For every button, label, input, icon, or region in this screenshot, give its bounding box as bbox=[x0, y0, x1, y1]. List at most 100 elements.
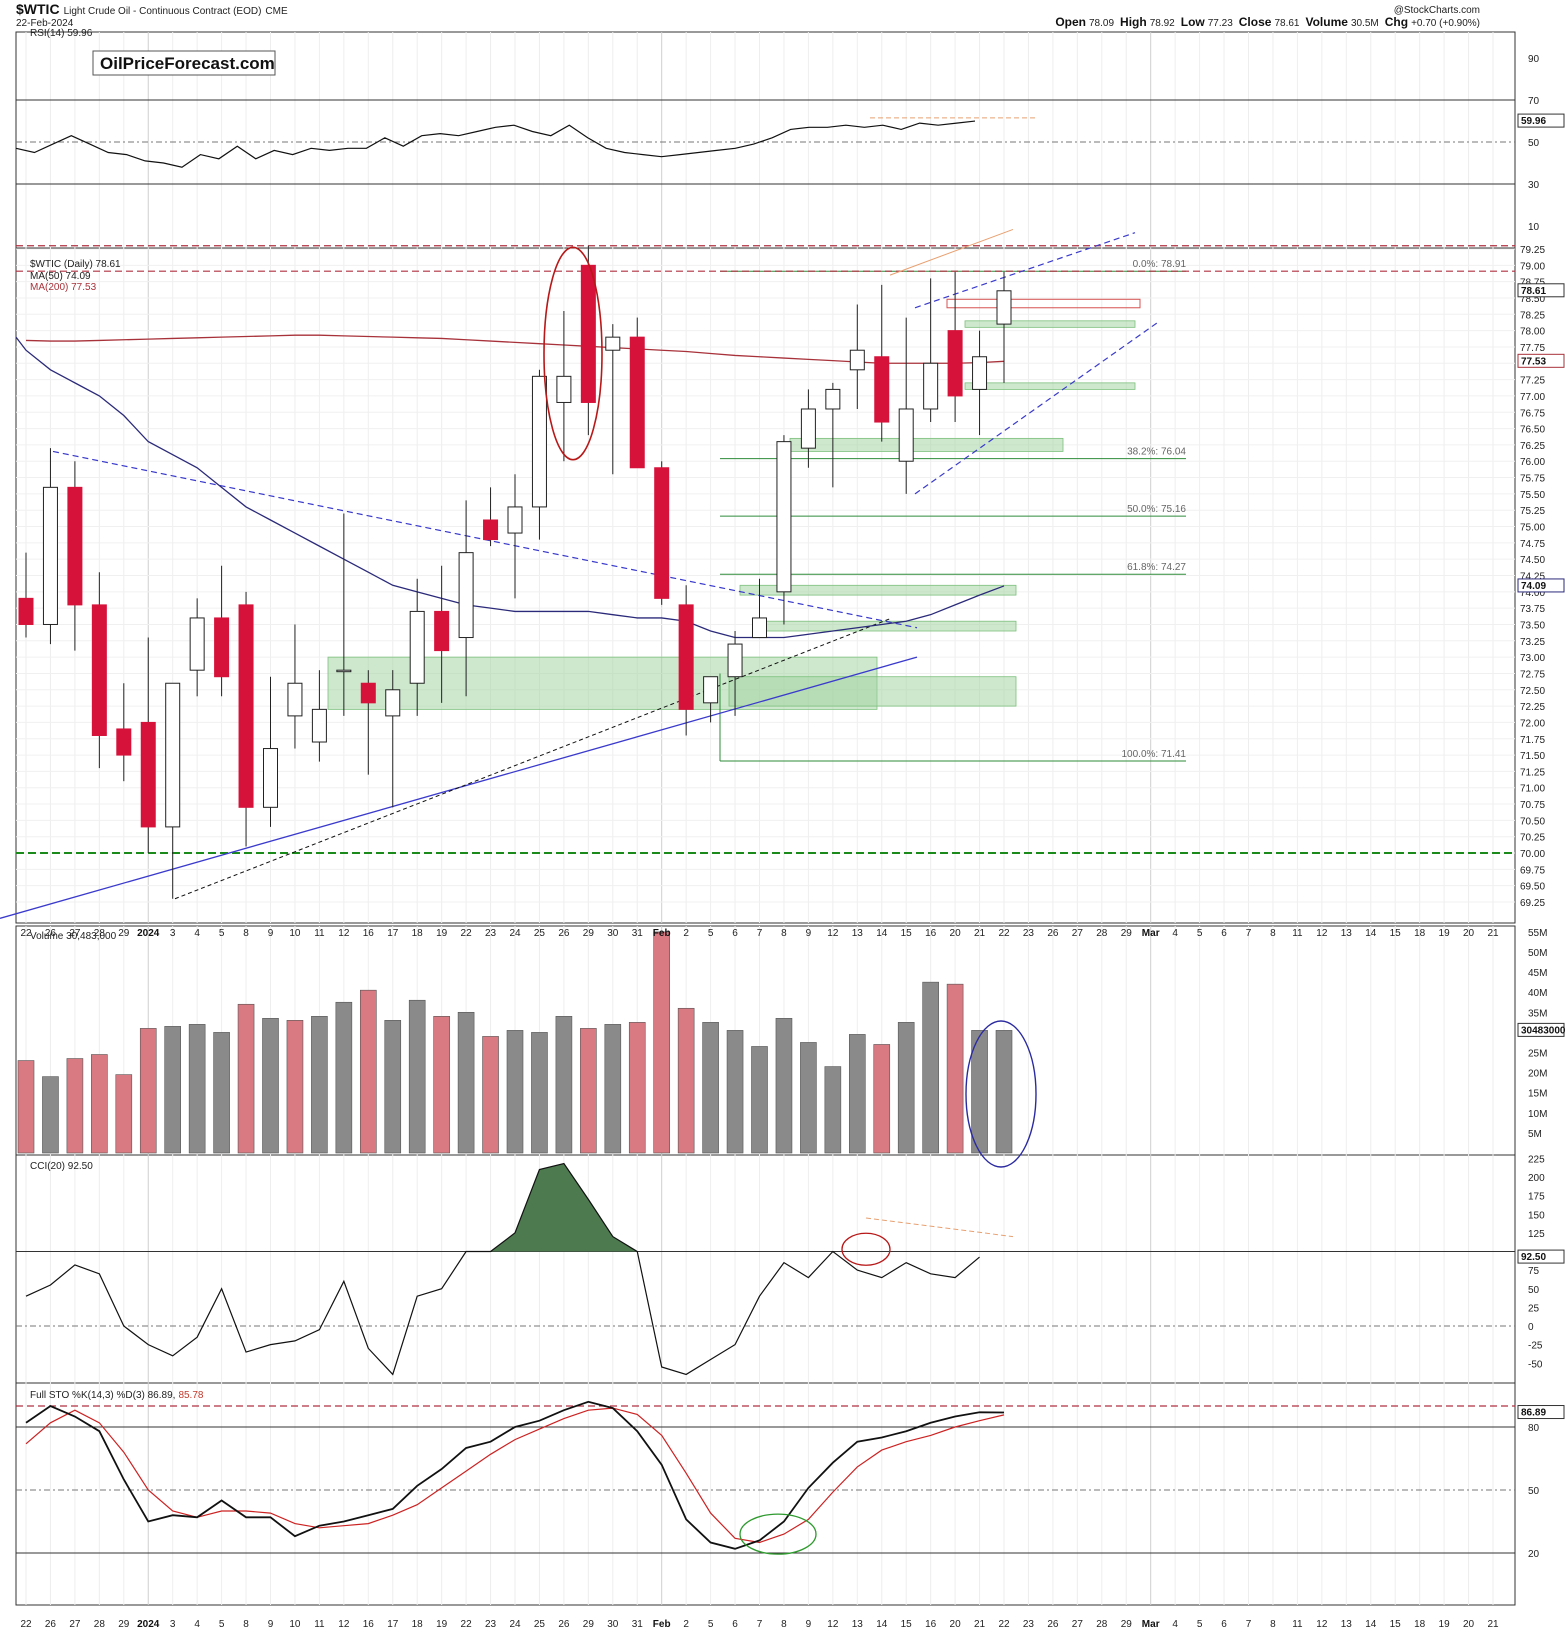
price-tick: 78.25 bbox=[1520, 310, 1545, 321]
price-tick: 69.25 bbox=[1520, 898, 1545, 909]
x-tick-label: 25 bbox=[534, 928, 546, 939]
x-tick-label: 13 bbox=[1341, 1619, 1353, 1630]
support-zone bbox=[728, 676, 1017, 707]
x-tick-label: 9 bbox=[806, 1619, 812, 1630]
fibonacci-levels: 0.0%: 78.91 38.2%: 76.04 50.0%: 75.16 61.8%… bbox=[16, 245, 1515, 855]
x-tick-label: 7 bbox=[1246, 928, 1252, 939]
x-tick-label: 19 bbox=[1439, 1619, 1451, 1630]
panel-frame-sto bbox=[15, 1382, 1516, 1606]
candle-body bbox=[409, 610, 425, 684]
rsi-tick: 90 bbox=[1528, 54, 1540, 65]
volume-tag: 30483000 bbox=[1521, 1025, 1565, 1036]
vol-tick: 25M bbox=[1528, 1049, 1547, 1060]
x-tick-label: 21 bbox=[974, 928, 986, 939]
x-tick-label: 25 bbox=[534, 1619, 546, 1630]
volume-bar bbox=[384, 1020, 402, 1154]
x-tick-label: 21 bbox=[1487, 928, 1499, 939]
wedge-upper bbox=[914, 232, 1136, 309]
x-tick-label: 28 bbox=[1096, 928, 1108, 939]
volume-bar bbox=[580, 1028, 597, 1154]
ma50-legend: MA(50) 74.09 bbox=[30, 271, 91, 282]
rsi-tick: 30 bbox=[1528, 180, 1540, 191]
x-tick-label: 8 bbox=[781, 1619, 787, 1630]
price-tick: 76.25 bbox=[1520, 441, 1545, 452]
x-tick-label: 31 bbox=[632, 1619, 644, 1630]
volume-bar bbox=[848, 1034, 866, 1154]
x-tick-label: 16 bbox=[925, 928, 937, 939]
chart-date: 22-Feb-2024 bbox=[16, 18, 74, 29]
x-tick-label: 14 bbox=[876, 928, 888, 939]
x-tick-label: 18 bbox=[412, 928, 424, 939]
price-tick: 71.75 bbox=[1520, 735, 1545, 746]
cci-divergence-line bbox=[865, 1217, 1014, 1238]
volume-bar bbox=[922, 981, 939, 1154]
candle-body bbox=[874, 356, 890, 423]
x-tick-label: 26 bbox=[558, 1619, 570, 1630]
x-tick-label: 29 bbox=[118, 1619, 130, 1630]
volume-bar bbox=[408, 999, 426, 1154]
vol-tick: 40M bbox=[1528, 988, 1547, 999]
support-zone bbox=[789, 437, 1064, 452]
candlesticks bbox=[18, 245, 1012, 899]
candle-body bbox=[678, 604, 694, 710]
candle-body bbox=[556, 375, 572, 403]
x-tick-label: 30 bbox=[607, 1619, 619, 1630]
candle-body bbox=[287, 682, 303, 717]
cci-tick: -50 bbox=[1528, 1359, 1543, 1370]
price-tick: 73.00 bbox=[1520, 653, 1545, 664]
x-tick-label: 23 bbox=[1023, 928, 1035, 939]
price-tick: 78.00 bbox=[1520, 327, 1545, 338]
candle-body bbox=[800, 408, 816, 449]
price-tick: 70.25 bbox=[1520, 833, 1545, 844]
sto-legend: Full STO %K(14,3) %D(3) 86.89, 85.78 bbox=[30, 1390, 204, 1401]
dotted-uptrend bbox=[174, 617, 893, 900]
price-tick: 70.00 bbox=[1520, 849, 1545, 860]
candle-body bbox=[825, 388, 841, 410]
highlight-ellipse-volume bbox=[965, 1020, 1037, 1168]
vol-tick: 50M bbox=[1528, 948, 1547, 959]
cci-tick: -25 bbox=[1528, 1341, 1543, 1352]
price-tick: 77.75 bbox=[1520, 343, 1545, 354]
cci-legend: CCI(20) 92.50 bbox=[30, 1161, 93, 1172]
candle-body bbox=[727, 643, 743, 678]
volume-bar bbox=[115, 1074, 133, 1154]
x-tick-label: 8 bbox=[781, 928, 787, 939]
x-tick-label: 26 bbox=[45, 1619, 57, 1630]
volume-bar bbox=[17, 1060, 35, 1154]
candle-body bbox=[898, 408, 914, 462]
x-tick-label: 30 bbox=[607, 928, 619, 939]
panel-frame-cci bbox=[15, 1154, 1516, 1384]
volume-bar bbox=[604, 1024, 622, 1154]
x-tick-label: 12 bbox=[338, 928, 350, 939]
price-tick: 69.75 bbox=[1520, 865, 1545, 876]
volume-bar bbox=[653, 931, 671, 1154]
x-tick-label: 12 bbox=[1316, 1619, 1328, 1630]
x-tick-label: 6 bbox=[732, 1619, 738, 1630]
x-tick-label: Mar bbox=[1142, 1619, 1160, 1630]
x-tick-label: 3 bbox=[170, 928, 176, 939]
volume-bars bbox=[17, 931, 1013, 1154]
price-tick: 78.50 bbox=[1520, 294, 1545, 305]
cci-tag-box bbox=[1517, 1249, 1565, 1264]
fib-label: 100.0%: 71.41 bbox=[1122, 749, 1187, 760]
x-tick-label: 26 bbox=[1047, 1619, 1059, 1630]
volume-legend: Volume 30,483,000 bbox=[30, 931, 117, 942]
x-tick-label: 19 bbox=[436, 1619, 448, 1630]
candle-body bbox=[776, 441, 792, 593]
price-tick: 74.75 bbox=[1520, 539, 1545, 550]
ohlc-summary: Open 78.09 High 78.92 Low 77.23 Close 78.61 Volu… bbox=[1055, 15, 1480, 29]
fib-label: 50.0%: 75.16 bbox=[1127, 504, 1186, 515]
volume-bar bbox=[800, 1042, 817, 1154]
cci-tag: 92.50 bbox=[1521, 1252, 1546, 1263]
candle-body bbox=[580, 264, 596, 403]
x-tick-label: 17 bbox=[387, 1619, 399, 1630]
cci-tick: 150 bbox=[1528, 1210, 1545, 1221]
x-tick-label: 15 bbox=[901, 928, 913, 939]
resistance-box bbox=[946, 298, 1141, 309]
x-tick-label: 11 bbox=[1292, 1619, 1303, 1630]
price-tick: 75.50 bbox=[1520, 490, 1545, 501]
brand-label: OilPriceForecast.com bbox=[100, 54, 275, 73]
x-tick-label: 4 bbox=[194, 1619, 200, 1630]
price-tick: 72.00 bbox=[1520, 718, 1545, 729]
